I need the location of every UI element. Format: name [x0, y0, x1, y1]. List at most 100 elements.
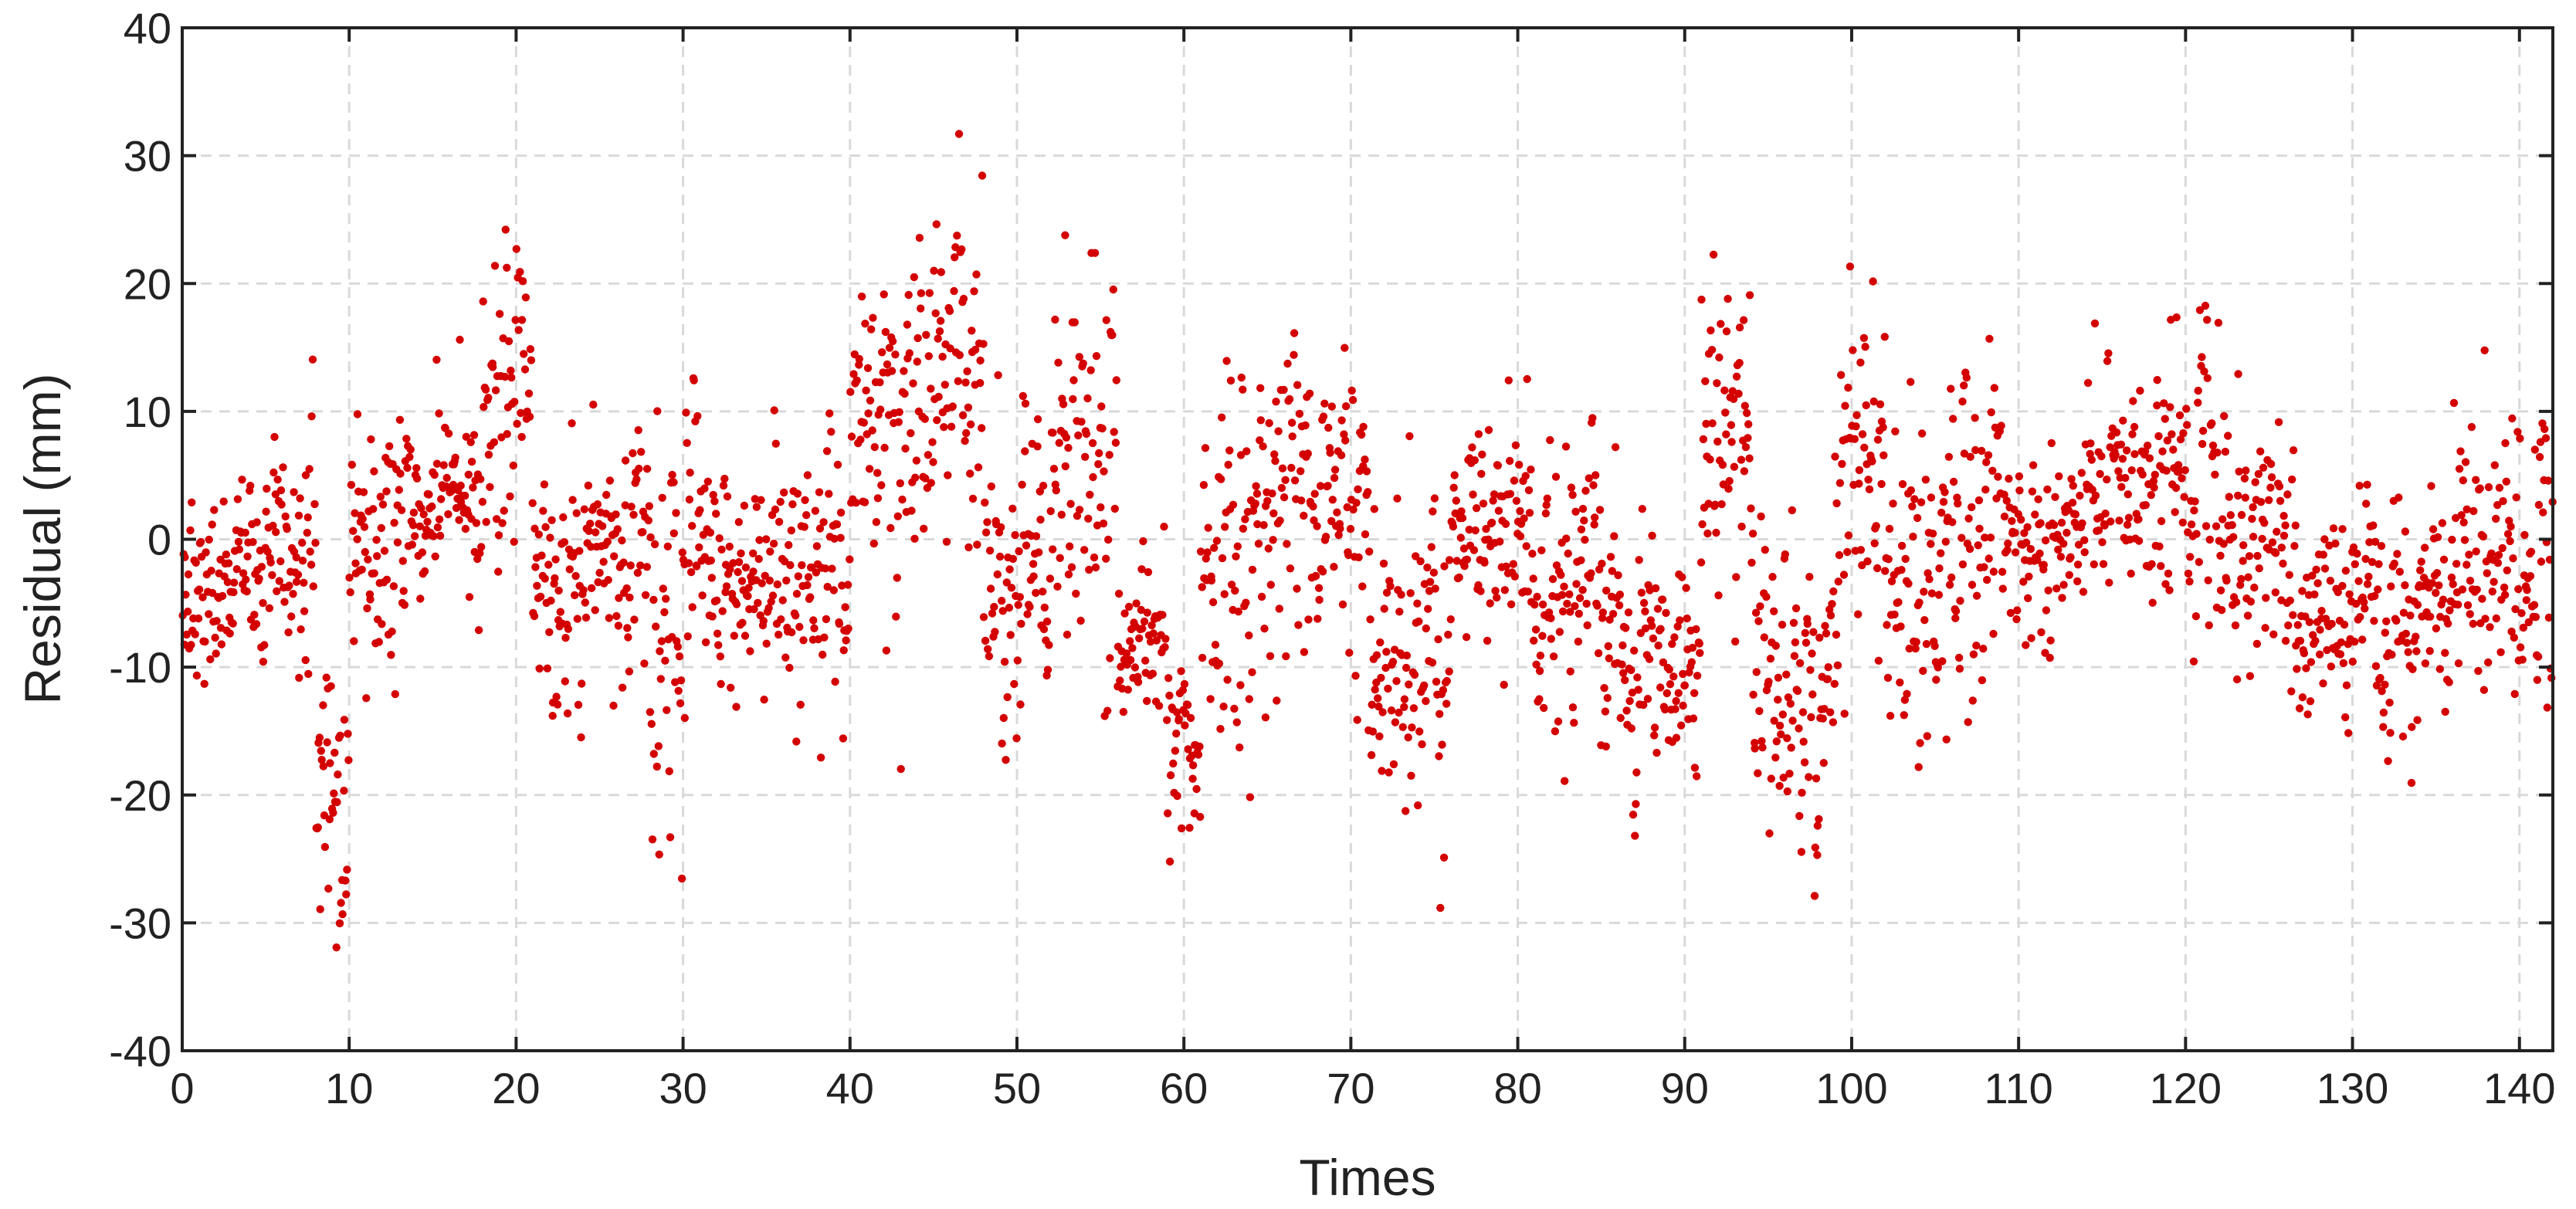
data-point [182, 630, 191, 639]
data-point [500, 372, 510, 381]
data-point [1462, 633, 1471, 642]
data-point [1881, 567, 1890, 575]
data-point [1945, 581, 1954, 589]
data-point [1729, 395, 1738, 403]
data-point [1148, 669, 1158, 678]
data-point [406, 445, 415, 454]
y-tick-label: 20 [124, 259, 171, 308]
data-point [1897, 541, 1907, 550]
data-point [208, 520, 216, 529]
data-point [2539, 508, 2547, 516]
data-point [669, 529, 678, 537]
data-point [1440, 562, 1449, 571]
data-point [717, 679, 725, 689]
data-point [2066, 553, 2075, 561]
data-point [341, 876, 350, 885]
data-point [1930, 642, 1939, 650]
data-point [2492, 514, 2500, 523]
data-point [1661, 705, 1669, 714]
data-point [1086, 366, 1095, 374]
data-point [1908, 502, 1917, 511]
data-point [1566, 608, 1574, 616]
data-point [1378, 708, 1387, 716]
data-point [343, 865, 351, 874]
data-point [759, 617, 768, 625]
data-point [378, 620, 386, 628]
data-point [901, 444, 910, 453]
data-point [2136, 386, 2144, 395]
data-point [1516, 532, 1525, 540]
data-point [235, 545, 244, 554]
data-point [810, 624, 819, 632]
data-point [1770, 607, 1778, 615]
data-point [915, 233, 924, 242]
data-point [1990, 384, 1998, 392]
data-point [1259, 520, 1268, 530]
data-point [1606, 553, 1615, 561]
data-point [2461, 458, 2470, 466]
data-point [1547, 614, 1555, 622]
data-point [831, 677, 839, 686]
data-point [430, 470, 439, 479]
data-point [1974, 541, 1982, 550]
data-point [1648, 621, 1656, 630]
data-point [273, 476, 282, 484]
data-point [2194, 386, 2202, 395]
data-point [591, 528, 600, 537]
data-point [2039, 560, 2048, 569]
data-point [2269, 630, 2278, 638]
data-point [1648, 531, 1656, 540]
data-point [1668, 640, 1676, 649]
data-point [2035, 549, 2044, 558]
data-point [1007, 584, 1016, 592]
data-point [1002, 578, 1012, 587]
data-point [787, 526, 795, 535]
data-point [490, 262, 500, 270]
data-point [1271, 456, 1280, 466]
data-point [880, 290, 888, 299]
data-point [760, 696, 768, 704]
data-point [1474, 430, 1483, 439]
data-point [2354, 577, 2363, 585]
data-point [332, 943, 341, 952]
data-point [2368, 557, 2377, 567]
data-point [2484, 658, 2493, 667]
data-point [514, 326, 523, 334]
data-point [998, 597, 1006, 605]
data-point [2107, 517, 2115, 526]
data-point [1169, 759, 1178, 768]
data-point [653, 407, 662, 415]
data-point [546, 533, 554, 542]
data-point [1583, 621, 1591, 630]
data-point [680, 713, 689, 723]
data-point [1608, 567, 1616, 575]
data-point [2157, 562, 2165, 571]
data-point [1768, 573, 1777, 581]
data-point [513, 419, 521, 428]
data-point [2457, 511, 2466, 520]
data-point [841, 603, 849, 611]
data-point [517, 432, 526, 442]
data-point [242, 575, 250, 584]
data-point [1366, 615, 1374, 624]
data-point [2480, 346, 2489, 354]
data-point [1478, 450, 1486, 459]
data-point [1696, 558, 1706, 567]
data-point [696, 506, 704, 514]
data-point [1407, 771, 1415, 780]
data-point [1838, 459, 1846, 469]
data-point [2374, 560, 2383, 568]
data-point [1032, 588, 1040, 598]
data-point [1601, 707, 1610, 716]
data-point [1371, 686, 1379, 694]
data-point [703, 477, 712, 486]
data-point [2090, 560, 2098, 569]
data-point [195, 585, 204, 594]
data-point [1702, 419, 1710, 428]
data-point [1528, 550, 1537, 558]
data-point [1894, 598, 1903, 607]
data-point [860, 498, 869, 506]
data-point [950, 286, 958, 296]
data-point [1985, 554, 1993, 563]
data-point [504, 337, 514, 346]
